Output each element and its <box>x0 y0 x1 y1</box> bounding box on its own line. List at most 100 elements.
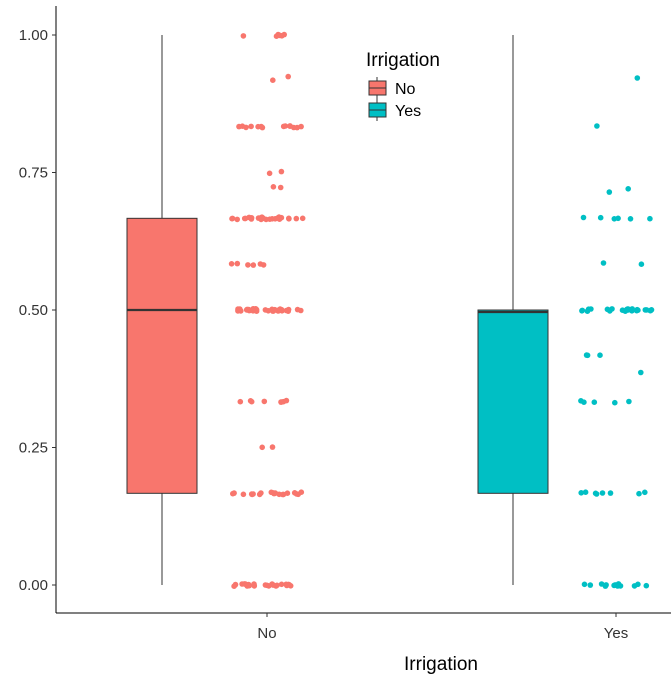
data-point <box>276 216 283 222</box>
data-point <box>228 261 235 267</box>
data-point <box>231 583 237 589</box>
data-point <box>248 216 255 222</box>
data-point <box>270 308 276 314</box>
data-point <box>611 582 617 589</box>
data-point <box>587 582 594 588</box>
data-point <box>600 260 607 266</box>
data-point <box>293 215 300 222</box>
data-point <box>268 489 275 496</box>
data-point <box>277 184 284 191</box>
box-body <box>126 217 198 494</box>
legend-entry-yes: Yes <box>368 99 421 121</box>
data-point <box>298 489 305 496</box>
data-point <box>591 399 598 406</box>
data-point <box>230 490 236 497</box>
data-point <box>286 216 292 222</box>
data-point <box>245 262 251 268</box>
data-point <box>647 215 653 222</box>
data-point <box>284 582 290 588</box>
data-point <box>262 307 269 313</box>
legend-title: Irrigation <box>366 50 440 71</box>
x-ticks: No Yes <box>257 613 628 642</box>
data-point <box>263 216 269 223</box>
data-point <box>261 398 268 405</box>
data-point <box>248 491 255 497</box>
data-point <box>293 491 300 497</box>
data-point <box>627 216 634 222</box>
y-tick-label: 0.75 <box>19 165 48 182</box>
data-point <box>578 398 584 404</box>
data-point <box>278 168 285 175</box>
data-point <box>578 490 584 496</box>
data-point <box>581 581 588 588</box>
legend-label: No <box>395 81 416 98</box>
data-point <box>270 184 277 190</box>
data-point <box>638 261 645 268</box>
data-point <box>246 582 252 589</box>
data-point <box>612 399 618 406</box>
data-point <box>278 399 285 405</box>
data-point <box>258 490 264 496</box>
data-point <box>240 33 247 39</box>
data-point <box>269 216 276 222</box>
y-tick-label: 0.00 <box>19 577 48 594</box>
data-point <box>625 186 631 192</box>
data-point <box>239 123 246 129</box>
data-point <box>264 582 270 589</box>
data-point <box>281 31 288 38</box>
data-point <box>626 398 632 405</box>
y-tick-label: 0.25 <box>19 440 48 457</box>
data-point <box>638 369 644 376</box>
data-point <box>266 170 273 177</box>
legend: Irrigation No Yes <box>366 50 440 121</box>
data-point <box>235 308 241 314</box>
data-point <box>593 491 600 497</box>
legend-label: Yes <box>395 103 421 120</box>
data-point <box>241 215 248 222</box>
data-point <box>234 216 240 223</box>
data-point <box>606 189 613 195</box>
data-point <box>299 215 306 222</box>
data-point <box>298 123 304 130</box>
data-point <box>617 583 624 589</box>
data-point <box>250 308 256 314</box>
data-point <box>624 306 631 312</box>
data-point <box>257 261 264 267</box>
data-point <box>594 123 600 129</box>
data-point <box>603 582 609 588</box>
data-point <box>240 491 247 498</box>
data-point <box>250 262 257 268</box>
data-point <box>588 306 594 312</box>
data-point <box>633 307 640 314</box>
data-point <box>580 214 587 221</box>
data-point <box>251 581 257 587</box>
x-tick-label: Yes <box>604 625 628 642</box>
data-point <box>597 214 604 221</box>
y-ticks: 0.00 0.25 0.50 0.75 1.00 <box>19 27 56 594</box>
y-tick-label: 0.50 <box>19 302 48 319</box>
x-tick-label: No <box>257 625 276 642</box>
data-point <box>283 397 290 404</box>
data-point <box>643 582 650 589</box>
x-axis-title: Irrigation <box>404 654 478 675</box>
data-point <box>631 583 638 589</box>
box-no <box>126 35 198 585</box>
data-point <box>636 490 642 497</box>
box-yes <box>477 35 549 585</box>
data-point <box>229 215 235 222</box>
boxes <box>126 35 549 585</box>
box-body <box>477 309 549 494</box>
jitter-points <box>228 31 655 589</box>
data-point <box>607 490 614 496</box>
data-point <box>642 489 648 496</box>
legend-entry-no: No <box>368 77 416 99</box>
data-point <box>259 444 266 451</box>
data-point <box>597 352 603 359</box>
data-point <box>248 123 254 130</box>
data-point <box>247 398 254 404</box>
data-point <box>294 306 301 313</box>
data-point <box>607 308 613 314</box>
data-point <box>241 581 248 587</box>
data-point <box>582 489 589 496</box>
data-point <box>579 308 585 314</box>
